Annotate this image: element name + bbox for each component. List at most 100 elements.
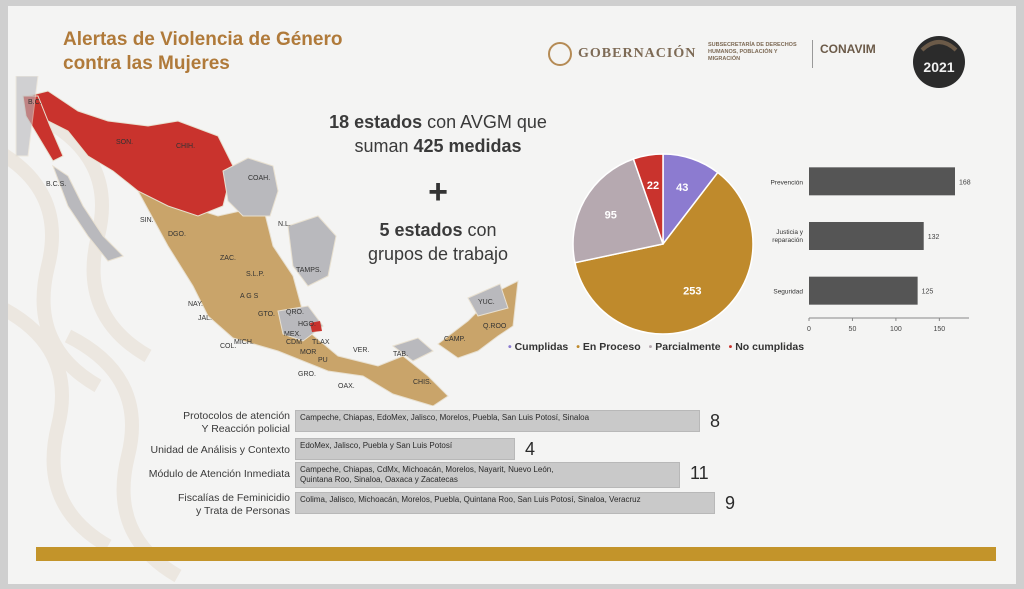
pie-data-label: 95 [605, 210, 617, 222]
measure-label-line: Y Reacción policial [201, 423, 290, 435]
map-region-yucatan-gray [467, 283, 509, 317]
map-label: TAB. [393, 351, 408, 358]
headline-text-2: suman [354, 136, 414, 156]
map-label: B.C.S. [46, 181, 66, 188]
map-region-central [136, 190, 449, 406]
legend-label: Parcialmente [655, 341, 721, 353]
map-region-gray-central [277, 305, 324, 342]
map-label: VER. [353, 347, 369, 354]
legend-item: • Cumplidas [508, 341, 568, 353]
title-line-1: Alertas de Violencia de Género [63, 29, 343, 50]
map-label: CDM [286, 339, 302, 346]
plus-sign: + [428, 173, 448, 211]
measure-count: 8 [710, 411, 721, 431]
measure-states-bar: Colima, Jalisco, Michoacán, Morelos, Pue… [295, 492, 715, 514]
headline-groups-count: 5 estados [379, 220, 463, 240]
map-label: QRO. [286, 309, 304, 316]
map-region-cdmx [310, 321, 322, 332]
map-label: Q.ROO [483, 323, 507, 330]
measure-label-line: y Trata de Personas [196, 505, 290, 517]
map-label: TLAX [312, 339, 330, 346]
pie-slice-en-proceso [574, 171, 754, 335]
map-label: YUC. [478, 299, 495, 306]
headline-line-1: 18 estados con AVGM que [308, 110, 568, 134]
measure-states-text: Quintana Roo, Sinaloa, Oaxaca y Zacateca… [300, 475, 458, 484]
headline-states-count: 18 estados [329, 112, 423, 132]
map-label: JAL. [198, 315, 212, 322]
measure-label: Módulo de Atención Inmediata [28, 468, 290, 481]
map-region-north-red [27, 90, 234, 217]
headline-text-3: con [462, 220, 497, 240]
bar [809, 167, 955, 196]
measure-label-line: Protocolos de atención [183, 410, 290, 422]
mexico-2021-logo: 2021 [913, 36, 965, 88]
map-region-tamaulipas [287, 215, 337, 287]
measure-states-bar: Campeche, Chiapas, EdoMex, Jalisco, More… [295, 410, 700, 432]
map-label: A G S [240, 293, 259, 300]
measure-states-text: EdoMex, Jalisco, Puebla y San Luis Potos… [300, 441, 453, 450]
seal-icon [548, 42, 572, 66]
map-region-coahuila [222, 157, 279, 217]
map-label: N.L. [278, 221, 291, 228]
category-label: Prevención [770, 179, 803, 186]
legend-label: En Proceso [582, 341, 641, 353]
map-label: CAMP. [444, 336, 465, 343]
headline-text-1: con AVGM que [422, 112, 547, 132]
legend-dot-icon: • [576, 341, 583, 353]
headline-measures-count: 425 medidas [413, 136, 522, 156]
legend-dot-icon: • [508, 341, 515, 353]
measure-label-line: Fiscalías de Feminicidio [177, 492, 290, 504]
headline-work-groups: 5 estados con grupos de trabajo [328, 218, 548, 266]
map-region-north-gray [15, 76, 39, 157]
slide: Alertas de Violencia de Género contra la… [8, 6, 1016, 584]
pie-legend: • Cumplidas • En Proceso • Parcialmente • N… [508, 341, 804, 353]
measure-label: Protocolos de atención Y Reacción policia… [28, 410, 290, 436]
map-label: TAMPS. [296, 267, 322, 274]
pie-slice-no-cumplidas [632, 153, 664, 245]
bar-value-label: 168 [959, 179, 971, 186]
map-label: S.L.P. [246, 271, 264, 278]
measure-label-line: Módulo de Atención Inmediata [148, 468, 290, 480]
map-label: B.C. [28, 99, 42, 106]
map-label: ZAC. [220, 255, 236, 262]
measure-count: 11 [690, 463, 709, 483]
headline-line-3: 5 estados con [328, 218, 548, 242]
headline-measures: 18 estados con AVGM que suman 425 medida… [308, 110, 568, 158]
title-line-2: contra las Mujeres [63, 53, 230, 74]
x-tick-label: 0 [807, 326, 811, 333]
measure-states-bar: Campeche, Chiapas, CdMx, Michoacán, More… [295, 462, 680, 488]
bar-chart: 0 50 100 150 Prevención 168 Justicia y reparaci… [770, 167, 971, 333]
conavim-logo: CONAVIM [820, 42, 876, 56]
map-label: PU [318, 357, 328, 364]
legend-dot-icon: • [648, 341, 656, 353]
logo-divider [812, 40, 813, 68]
map-label: CHIH. [176, 143, 195, 150]
map-region-bcs [51, 164, 124, 262]
bar [809, 276, 918, 305]
legend-item: • En Proceso [576, 341, 640, 353]
headline-line-2: suman 425 medidas [308, 134, 568, 158]
bar [809, 222, 924, 250]
gobernacion-logo: GOBERNACIÓN [548, 42, 696, 66]
map-label: SON. [116, 139, 133, 146]
page-title: Alertas de Violencia de Género contra la… [63, 28, 342, 76]
map-label: MOR [300, 349, 316, 356]
map-region-tabasco [391, 337, 434, 362]
pie-slice-parcialmente [572, 158, 664, 264]
map-label: MEX. [284, 331, 301, 338]
mexico-map: B.C. SON. CHIH. B.C.S. COAH. SIN. DGO. N.L. ZAC.… [15, 76, 519, 406]
measure-states-text: Colima, Jalisco, Michoacán, Morelos, Pue… [300, 495, 641, 504]
map-label: HGO. [298, 321, 316, 328]
category-label: Justicia y reparación [772, 229, 803, 244]
x-tick-label: 100 [890, 326, 902, 333]
pie-data-label: 22 [647, 180, 659, 192]
logo-year: 2021 [923, 59, 954, 75]
map-label: COAH. [248, 175, 270, 182]
x-tick-label: 50 [849, 326, 857, 333]
legend-dot-icon: • [728, 341, 736, 353]
pie-chart: 43 253 95 22 [572, 153, 754, 335]
map-label: SIN. [140, 217, 154, 224]
headline-text-4: grupos de trabajo [367, 244, 509, 264]
measure-label-line: Unidad de Análisis y Contexto [150, 444, 291, 456]
map-region-yucatan [437, 280, 519, 359]
